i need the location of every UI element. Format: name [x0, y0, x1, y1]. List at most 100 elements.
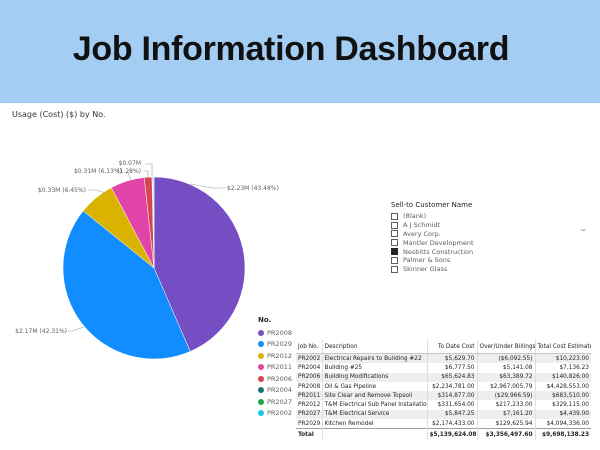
slicer-item-label: (Blank) [403, 212, 427, 221]
cell-over-under-billings: ($6,092.55) [476, 353, 535, 364]
table-row[interactable]: PR2011 Site Clear and Remove Topsoil $314,… [296, 391, 591, 401]
data-label: $0.31M (6.13%) [74, 168, 122, 175]
slicer-item[interactable]: Mantler Development [391, 238, 591, 247]
cell-total-cost-estimate: $683,510.00 [534, 391, 591, 401]
cell-total-cost-estimate: $7,136.23 [534, 363, 591, 373]
legend-label: PR2029 [267, 340, 292, 349]
checkbox-icon[interactable] [391, 212, 398, 220]
cell-description: Building #25 [321, 363, 427, 373]
cell-job-no: PR2027 [298, 411, 321, 418]
cell-to-date-cost: $2,234,781.00 [426, 381, 477, 392]
slicer-title: Sell-to Customer Name [391, 201, 473, 209]
table-row[interactable]: PR2012 T&M Electrical Sub Panel Installat… [296, 400, 591, 410]
slicer-item[interactable]: A J Schmidt [391, 221, 591, 230]
legend-item[interactable]: PR2011 [258, 362, 292, 374]
total-description [321, 428, 427, 441]
table-row[interactable]: PR2027 T&M Electrical Service $5,847.25 $7,… [296, 409, 591, 420]
cell-description: T&M Electrical Sub Panel Installation [321, 400, 427, 410]
slicer-item[interactable]: (Blank) [391, 212, 591, 221]
cell-description: Building Modifications [321, 372, 427, 382]
cell-over-under-billings: $217,233.00 [476, 400, 535, 410]
column-header-total-cost-estimate[interactable]: Total Cost Estimate [534, 340, 591, 354]
slicer-item[interactable]: Avery Corp. [391, 230, 591, 239]
cell-total-cost-estimate: $329,115.00 [534, 400, 591, 410]
table-row[interactable]: PR2008 Oil & Gas Pipeline $2,234,781.00 $2,… [296, 381, 591, 392]
column-header-over-under-billings[interactable]: Over/Under Billings [476, 340, 535, 354]
total-cost-estimate: $9,698,138.23 [534, 428, 591, 441]
slicer-item-label: A J Schmidt [403, 221, 441, 230]
checkbox-icon[interactable] [391, 265, 398, 273]
total-to-date-cost: $5,139,624.08 [426, 428, 477, 441]
table-row[interactable]: PR2029 Kitchen Remodel $2,174,433.00 $129,6… [296, 419, 591, 429]
chevron-down-icon[interactable]: ⌄ [578, 224, 589, 233]
table-header-row: Job No. Description To Date Cost Over/Un… [296, 340, 591, 354]
callout-leader-line [68, 326, 85, 332]
page-title: Job Information Dashboard [72, 30, 510, 68]
cell-to-date-cost: $5,847.25 [426, 409, 477, 420]
legend-item[interactable]: PR2008 [258, 327, 292, 339]
column-header-to-date-cost[interactable]: To Date Cost [426, 340, 477, 354]
cell-description: Oil & Gas Pipeline [321, 381, 427, 392]
legend-dot-icon [258, 329, 264, 336]
data-label: $2.17M (42.31%) [15, 328, 67, 335]
checkbox-icon[interactable] [391, 256, 398, 264]
legend-item[interactable]: PR2029 [258, 339, 292, 351]
slicer-item-label: Avery Corp. [403, 229, 441, 238]
legend-dot-icon [258, 341, 264, 348]
table-total-row: Total $5,139,624.08 $3,356,497.60 $9,698… [296, 428, 591, 441]
legend-dot-icon [258, 387, 264, 394]
cell-description: Site Clear and Remove Topsoil [321, 391, 427, 401]
legend-dot-icon [258, 352, 264, 359]
total-over-under-billings: $3,356,497.60 [476, 428, 535, 441]
customer-slicer: Sell-to Customer Name (Blank) A J Schmidt… [391, 201, 591, 274]
checkbox-icon[interactable] [391, 221, 398, 229]
cell-to-date-cost: $6,777.50 [426, 363, 477, 373]
table-row[interactable]: PR2002 Electrical Repairs to Building #22… [296, 353, 591, 364]
slicer-item-label: Skinner Glass [403, 265, 448, 274]
pie-slice-pr2008[interactable] [153, 176, 246, 352]
legend-dot-icon [258, 375, 264, 382]
legend-item[interactable]: PR2004 [258, 385, 292, 397]
cell-job-no: PR2002 [298, 355, 321, 362]
callout-leader-line [143, 170, 149, 177]
pie-slice-pr2029[interactable] [62, 210, 191, 360]
checkbox-icon[interactable] [391, 239, 398, 247]
legend-item[interactable]: PR2027 [258, 396, 292, 408]
cell-description: T&M Electrical Service [321, 409, 427, 420]
cell-job-no: PR2006 [298, 374, 321, 381]
callout-leader-line [125, 172, 132, 181]
cell-to-date-cost: $314,877.00 [426, 391, 477, 401]
slicer-item[interactable]: Skinner Glass [391, 265, 591, 274]
legend-label: PR2012 [267, 351, 292, 360]
job-table: Job No. Description To Date Cost Over/Un… [296, 340, 591, 441]
table-row[interactable]: PR2006 Building Modifications $65,624.83 $6… [296, 372, 591, 382]
pie-slice-pr2002[interactable] [153, 176, 155, 269]
legend-item[interactable]: PR2002 [258, 408, 292, 420]
pie-chart-title: Usage (Cost) ($) by No. [12, 110, 106, 119]
slicer-item-label: Palmer & Sons [403, 256, 451, 265]
checkbox-checked-icon[interactable] [391, 248, 398, 256]
column-header-job-no[interactable]: Job No. [296, 340, 322, 354]
slicer-item-label: Mantler Development [403, 238, 474, 247]
legend-item[interactable]: PR2006 [258, 373, 292, 385]
legend-label: PR2008 [267, 328, 292, 337]
cell-total-cost-estimate: $4,094,336.00 [534, 419, 591, 429]
cell-over-under-billings: $129,625.94 [476, 419, 535, 429]
cell-description: Kitchen Remodel [321, 419, 427, 429]
total-label: Total [296, 428, 322, 441]
slicer-item[interactable]: Nesbitts Construction [391, 247, 591, 256]
pie-legend: No. PR2008 PR2029 PR2012 PR2011 PR2006 PR2004… [258, 316, 292, 419]
slicer-item[interactable]: Palmer & Sons [391, 256, 591, 265]
data-label: (1.28%) [117, 168, 141, 175]
data-label: $0.07M [119, 160, 141, 167]
legend-label: PR2006 [267, 374, 292, 383]
usage-pie-chart[interactable]: $2.23M (43.48%) $2.17M (42.31%) $0.33M (6.… [0, 140, 290, 370]
legend-label: PR2027 [267, 397, 292, 406]
legend-item[interactable]: PR2012 [258, 350, 292, 362]
cell-over-under-billings: $63,389.72 [476, 372, 535, 382]
table-row[interactable]: PR2004 Building #25 $6,777.50 $5,141.08 $7,1… [296, 363, 591, 373]
column-header-description[interactable]: Description [321, 340, 427, 354]
legend-label: PR2004 [267, 386, 292, 395]
cell-total-cost-estimate: $4,439.00 [534, 409, 591, 420]
checkbox-icon[interactable] [391, 230, 398, 238]
